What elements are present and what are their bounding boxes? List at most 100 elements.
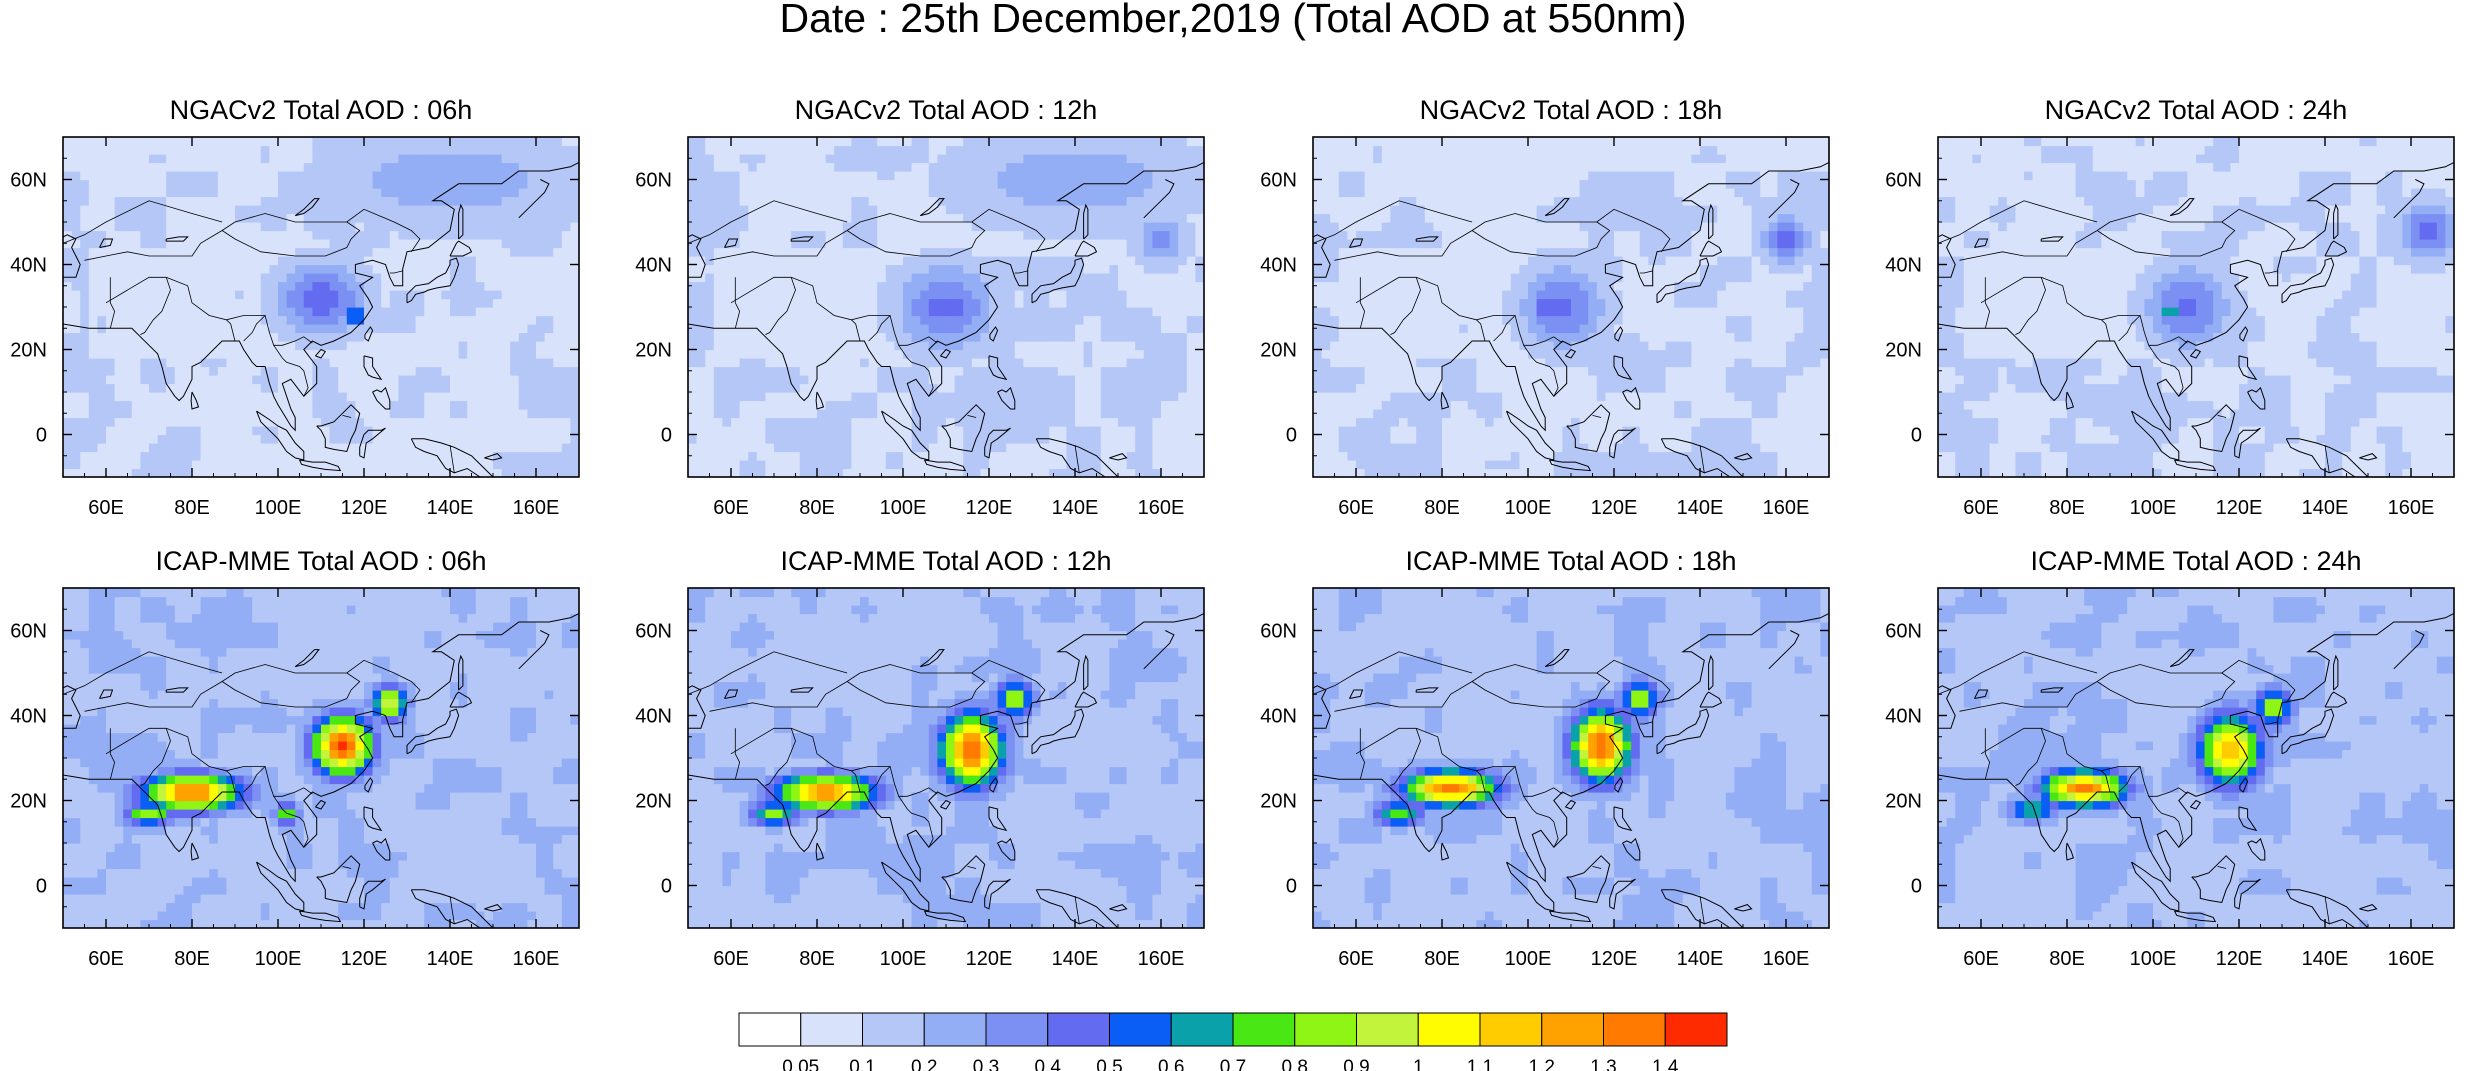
aod-cell bbox=[131, 417, 141, 427]
aod-cell bbox=[963, 162, 973, 172]
aod-cell bbox=[997, 137, 1007, 147]
aod-cell bbox=[518, 290, 528, 300]
aod-cell bbox=[1161, 375, 1171, 385]
aod-cell bbox=[123, 188, 133, 198]
aod-cell bbox=[791, 137, 801, 147]
aod-cell bbox=[303, 264, 313, 274]
aod-cell bbox=[1040, 213, 1050, 223]
aod-cell bbox=[407, 324, 417, 334]
aod-cell bbox=[97, 307, 107, 317]
aod-cell bbox=[1152, 383, 1162, 393]
aod-cell bbox=[243, 400, 253, 410]
aod-cell bbox=[278, 222, 288, 232]
aod-cell bbox=[1057, 290, 1067, 300]
aod-cell bbox=[217, 290, 227, 300]
aod-cell bbox=[157, 298, 167, 308]
aod-cell bbox=[63, 162, 73, 172]
aod-cell bbox=[1092, 409, 1102, 419]
aod-cell bbox=[971, 196, 981, 206]
aod-cell bbox=[1109, 256, 1119, 266]
aod-cell bbox=[441, 366, 451, 376]
aod-cell bbox=[799, 468, 809, 477]
aod-cell bbox=[424, 434, 434, 444]
aod-cell bbox=[1118, 426, 1128, 436]
aod-cell bbox=[911, 307, 921, 317]
aod-cell bbox=[1109, 247, 1119, 257]
aod-cell bbox=[355, 162, 365, 172]
aod-cell bbox=[63, 383, 73, 393]
aod-cell bbox=[1143, 400, 1153, 410]
aod-cell bbox=[954, 213, 964, 223]
aod-cell bbox=[235, 264, 245, 274]
aod-cell bbox=[149, 213, 159, 223]
aod-cell bbox=[561, 256, 571, 266]
aod-cell bbox=[1143, 179, 1153, 189]
aod-cell bbox=[1049, 409, 1059, 419]
aod-cell bbox=[1066, 298, 1076, 308]
aod-cell bbox=[928, 281, 938, 291]
aod-cell bbox=[88, 468, 98, 477]
aod-cell bbox=[799, 383, 809, 393]
aod-cell bbox=[1135, 171, 1145, 181]
aod-cell bbox=[799, 179, 809, 189]
aod-cell bbox=[527, 443, 537, 453]
aod-cell bbox=[1040, 375, 1050, 385]
aod-cell bbox=[954, 349, 964, 359]
aod-cell bbox=[1006, 409, 1016, 419]
aod-cell bbox=[765, 137, 775, 147]
aod-cell bbox=[1032, 256, 1042, 266]
aod-cell bbox=[407, 154, 417, 164]
coastline bbox=[256, 410, 305, 461]
aod-cell bbox=[200, 298, 210, 308]
aod-cell bbox=[329, 137, 339, 147]
aod-cell bbox=[432, 324, 442, 334]
aod-cell bbox=[493, 171, 503, 181]
aod-cell bbox=[903, 145, 913, 155]
aod-cell bbox=[971, 230, 981, 240]
aod-cell bbox=[1169, 273, 1179, 283]
aod-cell bbox=[739, 349, 749, 359]
aod-cell bbox=[63, 256, 73, 266]
aod-cell bbox=[1109, 349, 1119, 359]
aod-cell bbox=[338, 443, 348, 453]
aod-cell bbox=[808, 213, 818, 223]
aod-cell bbox=[252, 417, 262, 427]
aod-cell bbox=[106, 400, 116, 410]
aod-cell bbox=[1186, 307, 1196, 317]
aod-cell bbox=[329, 426, 339, 436]
aod-cell bbox=[312, 162, 322, 172]
aod-cell bbox=[1195, 239, 1204, 249]
aod-cell bbox=[570, 154, 579, 164]
aod-cell bbox=[467, 315, 477, 325]
aod-cell bbox=[937, 451, 947, 461]
aod-cell bbox=[937, 162, 947, 172]
aod-cell bbox=[1075, 400, 1085, 410]
aod-cell bbox=[1126, 171, 1136, 181]
aod-cell bbox=[799, 188, 809, 198]
aod-cell bbox=[791, 349, 801, 359]
aod-cell bbox=[252, 188, 262, 198]
aod-cell bbox=[544, 281, 554, 291]
aod-cell bbox=[166, 162, 176, 172]
aod-cell bbox=[713, 281, 723, 291]
aod-cell bbox=[450, 324, 460, 334]
aod-cell bbox=[1126, 460, 1136, 470]
aod-cell bbox=[1135, 205, 1145, 215]
aod-cell bbox=[484, 222, 494, 232]
aod-cell bbox=[1075, 434, 1085, 444]
aod-cell bbox=[989, 366, 999, 376]
aod-cell bbox=[415, 196, 425, 206]
aod-cell bbox=[450, 460, 460, 470]
aod-cell bbox=[166, 239, 176, 249]
aod-cell bbox=[688, 358, 698, 368]
aod-cell bbox=[1049, 154, 1059, 164]
aod-cell bbox=[183, 324, 193, 334]
aod-cell bbox=[911, 315, 921, 325]
aod-cell bbox=[1057, 222, 1067, 232]
aod-cell bbox=[1161, 247, 1171, 257]
aod-cell bbox=[364, 358, 374, 368]
aod-cell bbox=[544, 417, 554, 427]
aod-cell bbox=[903, 366, 913, 376]
aod-cell bbox=[868, 332, 878, 342]
aod-cell bbox=[544, 324, 554, 334]
